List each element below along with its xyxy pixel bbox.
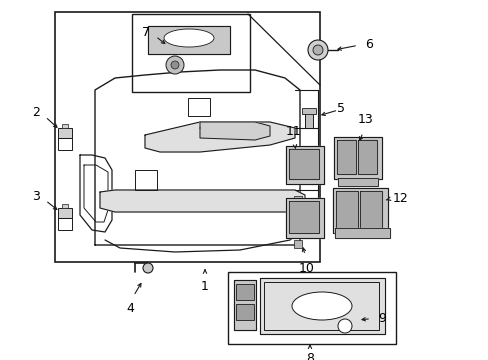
Text: 2: 2 <box>32 105 40 118</box>
Bar <box>264 282 378 330</box>
Polygon shape <box>336 140 355 174</box>
Bar <box>293 196 302 204</box>
Polygon shape <box>200 122 269 140</box>
Polygon shape <box>145 122 294 152</box>
Bar <box>293 240 302 248</box>
Circle shape <box>337 319 351 333</box>
Bar <box>58 128 72 138</box>
Bar <box>236 304 253 320</box>
Text: 1: 1 <box>201 280 208 293</box>
Bar <box>187 98 209 116</box>
Polygon shape <box>234 280 256 330</box>
Circle shape <box>142 263 153 273</box>
Polygon shape <box>285 146 324 184</box>
Text: 11: 11 <box>285 125 301 138</box>
Text: 7: 7 <box>142 26 150 39</box>
Bar <box>236 284 253 300</box>
Text: 10: 10 <box>299 262 314 275</box>
Circle shape <box>165 56 183 74</box>
Polygon shape <box>332 188 387 233</box>
Polygon shape <box>260 278 384 334</box>
Bar <box>62 204 68 208</box>
Bar <box>58 138 72 150</box>
Text: 12: 12 <box>392 192 408 204</box>
Circle shape <box>171 61 179 69</box>
Polygon shape <box>334 228 389 238</box>
Polygon shape <box>288 149 318 179</box>
Circle shape <box>312 45 323 55</box>
Bar <box>132 14 249 92</box>
Polygon shape <box>359 191 381 228</box>
Text: 8: 8 <box>305 352 313 360</box>
Ellipse shape <box>163 29 214 47</box>
Polygon shape <box>335 191 357 228</box>
Bar <box>305 112 312 128</box>
Bar <box>302 108 315 114</box>
Bar <box>58 218 72 230</box>
Text: 6: 6 <box>364 37 372 50</box>
Bar <box>135 170 157 190</box>
Text: 9: 9 <box>377 311 385 324</box>
Bar <box>55 12 319 262</box>
Polygon shape <box>148 26 229 54</box>
Polygon shape <box>333 137 381 179</box>
Text: 5: 5 <box>336 102 345 114</box>
Text: 4: 4 <box>126 302 134 315</box>
Ellipse shape <box>291 292 351 320</box>
Bar <box>62 124 68 128</box>
Circle shape <box>307 40 327 60</box>
Polygon shape <box>100 190 305 212</box>
Polygon shape <box>288 201 318 233</box>
Polygon shape <box>357 140 376 174</box>
Text: 3: 3 <box>32 189 40 202</box>
Polygon shape <box>337 178 377 186</box>
Bar <box>58 208 72 218</box>
Text: 13: 13 <box>357 113 373 126</box>
Polygon shape <box>285 198 324 238</box>
Bar <box>227 272 395 344</box>
